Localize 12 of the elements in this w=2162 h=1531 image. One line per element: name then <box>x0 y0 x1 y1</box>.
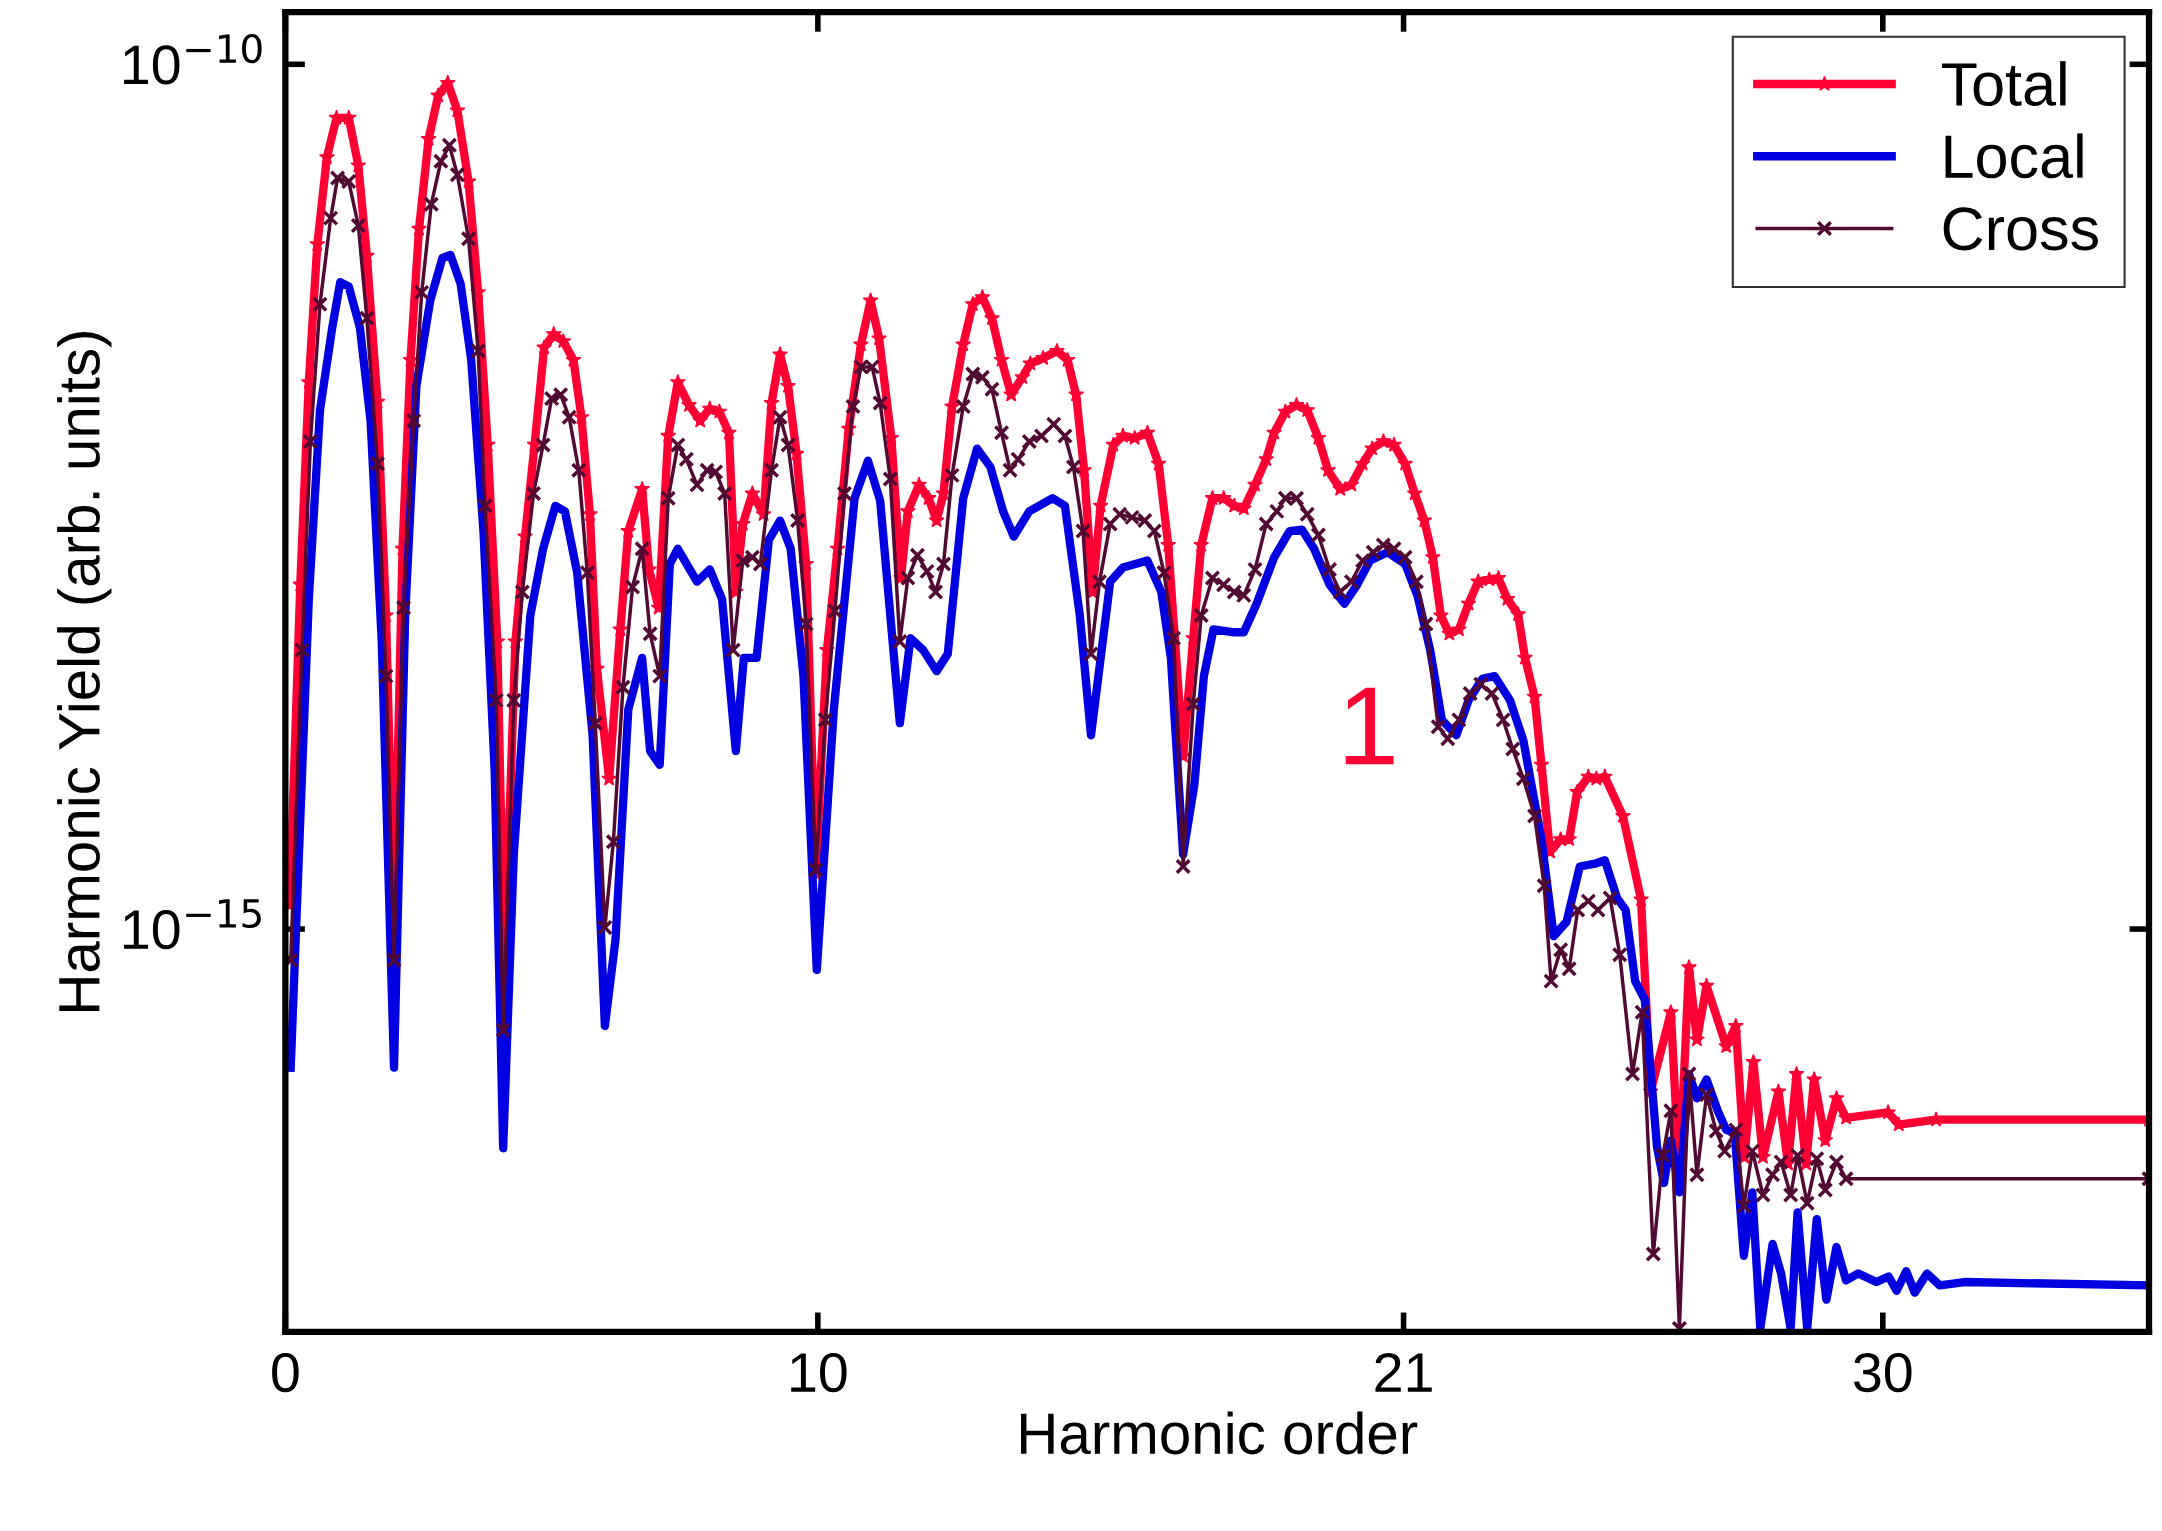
y-axis-title: Harmonic Yield (arb. units) <box>57 332 112 1011</box>
x-tick-label: 10 <box>791 1352 847 1393</box>
x-tick-label: 30 <box>1854 1352 1912 1393</box>
x-axis-title: Harmonic order <box>1021 1411 1418 1455</box>
x-tick-label: 21 <box>1375 1352 1432 1392</box>
y-tick-label: 10$^{−15}$ <box>124 899 261 950</box>
legend-label: Total <box>1941 61 2066 107</box>
legend-label: Cross <box>1943 207 2098 251</box>
annotation: 1 <box>1345 687 1394 765</box>
y-tick-label: 10$^{−10}$ <box>124 33 262 85</box>
x-tick-label: 0 <box>272 1352 299 1393</box>
legend-label: Local <box>1945 133 2083 179</box>
